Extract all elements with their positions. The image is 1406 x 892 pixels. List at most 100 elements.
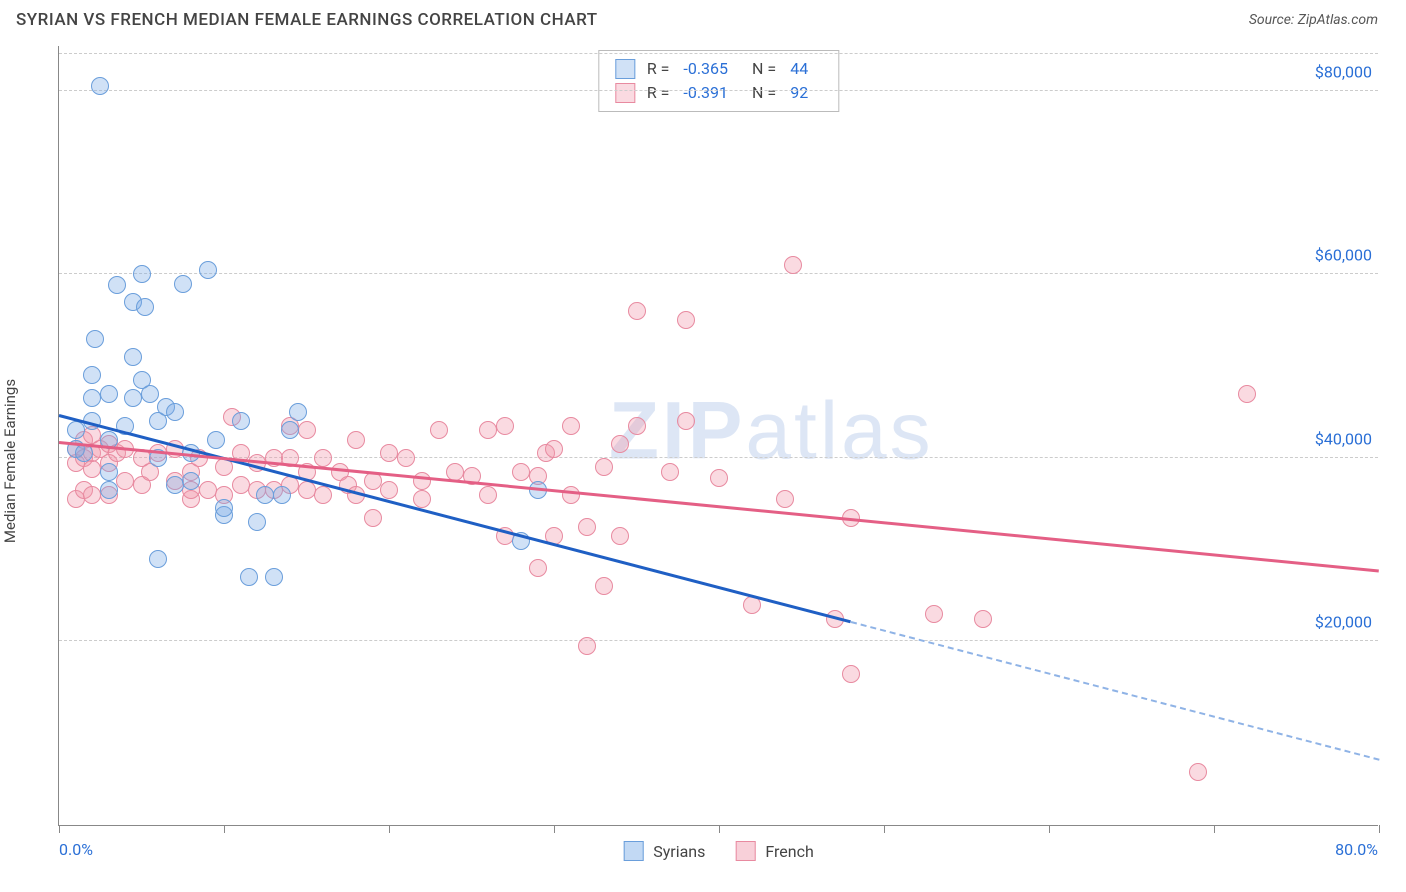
y-tick-label: $80,000 (1315, 62, 1372, 81)
legend-stats: R =-0.365N =44R =-0.391N =92 (598, 50, 839, 112)
data-point (776, 490, 794, 508)
data-point (83, 486, 101, 504)
chart-title: SYRIAN VS FRENCH MEDIAN FEMALE EARNINGS … (16, 10, 598, 30)
data-point (281, 421, 299, 439)
data-point (199, 261, 217, 279)
data-point (1238, 385, 1256, 403)
x-min-label: 0.0% (59, 840, 93, 859)
data-point (314, 449, 332, 467)
data-point (215, 499, 233, 517)
gridline (59, 90, 1378, 91)
x-tick (884, 825, 885, 833)
data-point (397, 449, 415, 467)
data-point (479, 421, 497, 439)
data-point (174, 275, 192, 293)
y-tick-label: $20,000 (1315, 613, 1372, 632)
data-point (86, 330, 104, 348)
x-tick (554, 825, 555, 833)
data-point (108, 276, 126, 294)
legend-series: Syrians French (623, 841, 814, 861)
data-point (289, 403, 307, 421)
data-point (124, 389, 142, 407)
data-point (562, 486, 580, 504)
data-point (430, 421, 448, 439)
data-point (207, 431, 225, 449)
legend-label: French (765, 842, 813, 861)
source-attribution: Source: ZipAtlas.com (1249, 12, 1378, 28)
data-point (232, 412, 250, 430)
data-point (265, 568, 283, 586)
watermark: ZIPatlas (609, 384, 934, 478)
x-tick (1379, 825, 1380, 833)
data-point (166, 476, 184, 494)
legend-stat-row: R =-0.365N =44 (615, 57, 822, 81)
chart-container: Median Female Earnings ZIPatlas R =-0.36… (16, 46, 1390, 876)
data-point (413, 490, 431, 508)
data-point (298, 421, 316, 439)
data-point (611, 527, 629, 545)
legend-item: French (735, 841, 813, 861)
data-point (100, 481, 118, 499)
data-point (133, 265, 151, 283)
data-point (578, 518, 596, 536)
trend-line (59, 414, 852, 623)
legend-item: Syrians (623, 841, 705, 861)
data-point (100, 385, 118, 403)
data-point (248, 513, 266, 531)
data-point (232, 476, 250, 494)
trend-line (851, 621, 1379, 761)
data-point (677, 412, 695, 430)
data-point (91, 77, 109, 95)
data-point (314, 486, 332, 504)
data-point (199, 481, 217, 499)
data-point (562, 417, 580, 435)
data-point (380, 444, 398, 462)
data-point (512, 463, 530, 481)
data-point (83, 460, 101, 478)
y-axis-label: Median Female Earnings (1, 379, 19, 543)
data-point (479, 486, 497, 504)
data-point (784, 256, 802, 274)
data-point (974, 610, 992, 628)
data-point (677, 311, 695, 329)
gridline (59, 273, 1378, 274)
y-tick-label: $40,000 (1315, 429, 1372, 448)
data-point (661, 463, 679, 481)
legend-swatch (615, 83, 635, 103)
data-point (611, 435, 629, 453)
data-point (925, 605, 943, 623)
source-link[interactable]: ZipAtlas.com (1298, 12, 1378, 28)
data-point (124, 348, 142, 366)
gridline (59, 640, 1378, 641)
data-point (496, 417, 514, 435)
data-point (545, 440, 563, 458)
x-max-label: 80.0% (1335, 840, 1378, 859)
x-tick (389, 825, 390, 833)
x-tick (719, 825, 720, 833)
data-point (149, 550, 167, 568)
legend-swatch (623, 841, 643, 861)
data-point (595, 577, 613, 595)
data-point (1189, 763, 1207, 781)
x-tick (224, 825, 225, 833)
data-point (100, 463, 118, 481)
data-point (380, 481, 398, 499)
data-point (67, 421, 85, 439)
x-tick (1214, 825, 1215, 833)
data-point (166, 403, 184, 421)
data-point (298, 481, 316, 499)
data-point (529, 559, 547, 577)
data-point (364, 509, 382, 527)
data-point (136, 298, 154, 316)
data-point (595, 458, 613, 476)
data-point (842, 665, 860, 683)
trend-line (59, 441, 1379, 572)
data-point (628, 417, 646, 435)
data-point (578, 637, 596, 655)
legend-swatch (615, 59, 635, 79)
data-point (240, 568, 258, 586)
data-point (141, 385, 159, 403)
data-point (273, 486, 291, 504)
plot-area: ZIPatlas R =-0.365N =44R =-0.391N =92 Sy… (58, 46, 1378, 826)
data-point (256, 486, 274, 504)
